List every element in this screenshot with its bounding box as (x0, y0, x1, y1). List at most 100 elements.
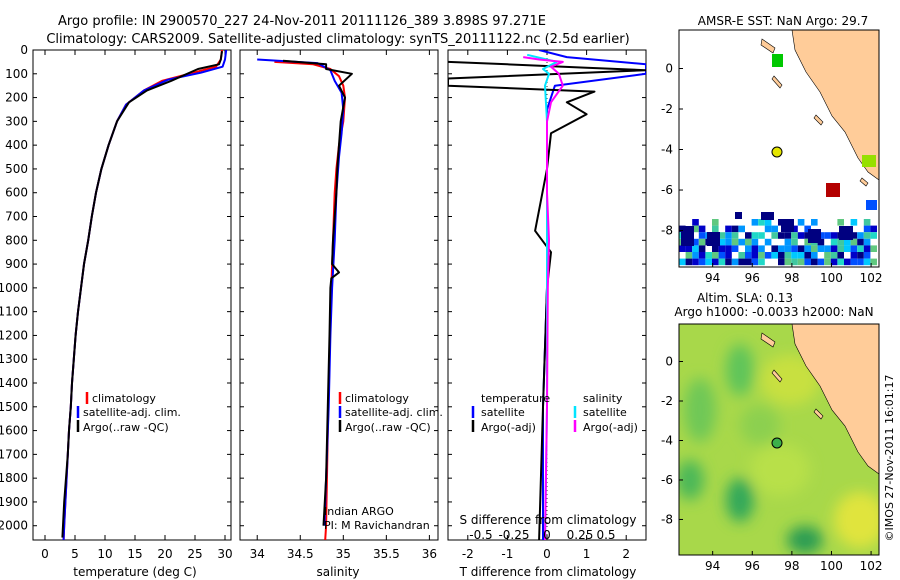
sst-map-panel: AMSR-E SST: NaN Argo: 29.7 94 96 98 100 102 0… (661, 14, 883, 285)
x-tick-label: 10 (97, 547, 112, 561)
sst-cell (797, 258, 805, 266)
sst-cell (863, 225, 871, 233)
sst-cell (824, 245, 831, 252)
sst-cell (791, 245, 798, 252)
sst-cell (839, 226, 853, 240)
sst-cell (850, 245, 858, 252)
x-tick-label: -1 (501, 547, 513, 561)
x-tick-label: 1 (583, 547, 591, 561)
sst-cell (764, 219, 772, 226)
sst-cell (824, 252, 831, 259)
depth-tick-label: 500 (5, 162, 28, 176)
longitude-label: 102 (860, 559, 883, 573)
x-tick-label: 20 (157, 547, 172, 561)
sst-cell (804, 252, 811, 259)
sst-cell (791, 252, 798, 259)
sst-cell (837, 258, 844, 266)
sst-cell (685, 258, 693, 266)
sst-cell (698, 238, 706, 246)
sst-cell (707, 232, 720, 246)
footer-credit: ©IMOS 27-Nov-2011 16:01:17 (883, 375, 896, 542)
depth-tick-label: 1200 (0, 328, 28, 342)
sst-cell (731, 238, 739, 246)
sst-cell (778, 245, 785, 252)
top-tick-label: -0.5 (469, 528, 492, 542)
sst-cell (804, 258, 811, 266)
sst-cell (830, 245, 838, 252)
sla-anomaly-blobs (679, 324, 879, 554)
sst-cell (870, 225, 877, 233)
sst-cell (817, 258, 825, 266)
legend-label-satellite: satellite-adj. clim. (83, 406, 181, 419)
sst-cell (751, 232, 759, 239)
sst-cell (718, 245, 726, 252)
argo-position-marker (771, 146, 783, 158)
sst-cell (778, 232, 785, 239)
sst-cell (772, 54, 783, 67)
sst-cell (830, 258, 838, 266)
salinity-x-axis: 34 34.5 35 35.5 36 (250, 50, 437, 561)
depth-tick-label: 100 (5, 67, 28, 81)
sst-cell (718, 232, 726, 239)
difference-legend: temperature salinity satellite Argo(-adj… (471, 392, 638, 434)
sst-cell (692, 258, 699, 266)
legend-label-climatology: climatology (345, 392, 409, 405)
depth-tick-label: 700 (5, 210, 28, 224)
latitude-label: -6 (661, 473, 673, 487)
argo-position-marker (771, 437, 783, 449)
sst-cell (692, 225, 699, 233)
difference-series (448, 50, 646, 540)
sumatra-land (791, 324, 879, 475)
x-tick-label: 25 (187, 547, 202, 561)
sst-cell (791, 238, 798, 246)
sst-cell (850, 252, 858, 259)
sst-cell (725, 232, 732, 239)
x-tick-label: -2 (462, 547, 474, 561)
sst-cell (791, 232, 798, 239)
latitude-label: -2 (661, 102, 673, 116)
longitude-label: 98 (784, 559, 799, 573)
longitude-label: 100 (820, 559, 843, 573)
sst-cell (808, 229, 821, 243)
sst-cell (844, 238, 851, 246)
salinity-xlabel: salinity (316, 565, 359, 579)
top-tick-label: 0.5 (596, 528, 615, 542)
sst-cell (771, 245, 778, 252)
salinity-difference-axis: -0.5 -0.25 0 0.25 0.5 (469, 528, 615, 542)
depth-tick-label: 1600 (0, 424, 28, 438)
top-tick-label: 0.25 (567, 528, 594, 542)
sst-cell (751, 238, 759, 246)
nias-island (771, 75, 783, 89)
sst-cell (784, 238, 792, 246)
sst-cell (826, 183, 840, 197)
enggano-island (859, 177, 869, 187)
sst-cell (745, 252, 752, 259)
depth-tick-label: 400 (5, 138, 28, 152)
sst-cell (731, 245, 739, 252)
latitude-label: -2 (661, 394, 673, 408)
sst-cell (837, 252, 844, 259)
sst-cell (712, 258, 719, 266)
sst-cell (692, 252, 699, 259)
sst-cell (725, 245, 732, 252)
sst-cell (850, 258, 858, 266)
sst-cell (758, 258, 765, 266)
sst-cell (804, 245, 811, 252)
sst-cell (761, 212, 774, 220)
sst-cell (863, 258, 871, 266)
sst-cell (857, 245, 864, 252)
sst-cell (712, 245, 719, 252)
sst-cell (705, 258, 712, 266)
program-annotation: Indian ARGO (324, 505, 394, 518)
sst-cell (738, 225, 745, 233)
sst-cell (685, 252, 693, 259)
sst-cells (679, 54, 877, 266)
sst-cell (870, 258, 877, 266)
sst-cell (797, 252, 805, 259)
salinity-series (257, 58, 353, 540)
depth-tick-label: 1100 (0, 305, 28, 319)
sst-cell (857, 238, 864, 246)
latitude-label: 0 (665, 61, 673, 75)
depth-tick-label: 800 (5, 233, 28, 247)
series-line (274, 60, 346, 540)
